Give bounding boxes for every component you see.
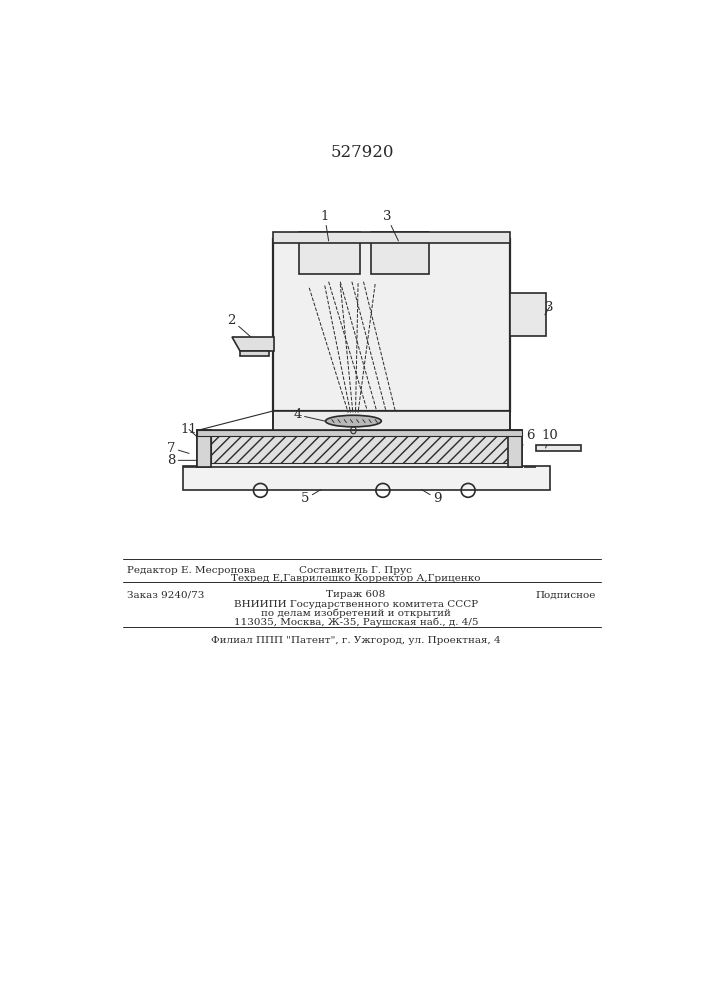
Text: 113035, Москва, Ж-35, Раушская наб., д. 4/5: 113035, Москва, Ж-35, Раушская наб., д. …: [233, 617, 478, 627]
Text: 6: 6: [522, 429, 534, 446]
Text: 10: 10: [541, 429, 558, 448]
Text: Техред Е,Гаврилешко Корректор А,Гриценко: Техред Е,Гаврилешко Корректор А,Гриценко: [231, 574, 481, 583]
Text: 2: 2: [228, 314, 251, 337]
Bar: [535, 445, 580, 451]
Text: по делам изобретений и открытий: по делам изобретений и открытий: [261, 609, 450, 618]
Text: Филиал ППП "Патент", г. Ужгород, ул. Проектная, 4: Филиал ППП "Патент", г. Ужгород, ул. Про…: [211, 636, 501, 645]
Text: 4: 4: [293, 408, 325, 421]
Bar: [211, 433, 508, 463]
Bar: [510, 293, 546, 336]
Text: 5: 5: [301, 490, 321, 505]
Bar: [240, 351, 269, 356]
Text: ВНИИПИ Государственного комитета СССР: ВНИИПИ Государственного комитета СССР: [234, 600, 478, 609]
Text: 11: 11: [181, 423, 199, 438]
Text: 9: 9: [421, 490, 441, 505]
Bar: [371, 232, 429, 274]
Bar: [273, 239, 510, 411]
Text: Составитель Г. Прус: Составитель Г. Прус: [299, 566, 412, 575]
Text: 3: 3: [545, 301, 554, 315]
Text: 7: 7: [167, 442, 189, 455]
Bar: [197, 430, 211, 466]
Ellipse shape: [325, 415, 381, 427]
Bar: [273, 232, 510, 243]
Text: 8: 8: [167, 454, 202, 467]
Bar: [197, 430, 522, 436]
Text: Заказ 9240/73: Заказ 9240/73: [127, 590, 204, 599]
Text: Подписное: Подписное: [536, 590, 596, 599]
Text: Тираж 608: Тираж 608: [326, 590, 385, 599]
Text: Редактор Е. Месропова: Редактор Е. Месропова: [127, 566, 256, 575]
Bar: [183, 466, 549, 490]
Bar: [197, 430, 522, 466]
Bar: [508, 430, 522, 466]
Text: 527920: 527920: [330, 144, 394, 161]
Bar: [299, 232, 360, 274]
Text: 1: 1: [320, 210, 329, 241]
Text: 3: 3: [382, 210, 398, 241]
Polygon shape: [232, 337, 274, 351]
Bar: [273, 411, 510, 431]
